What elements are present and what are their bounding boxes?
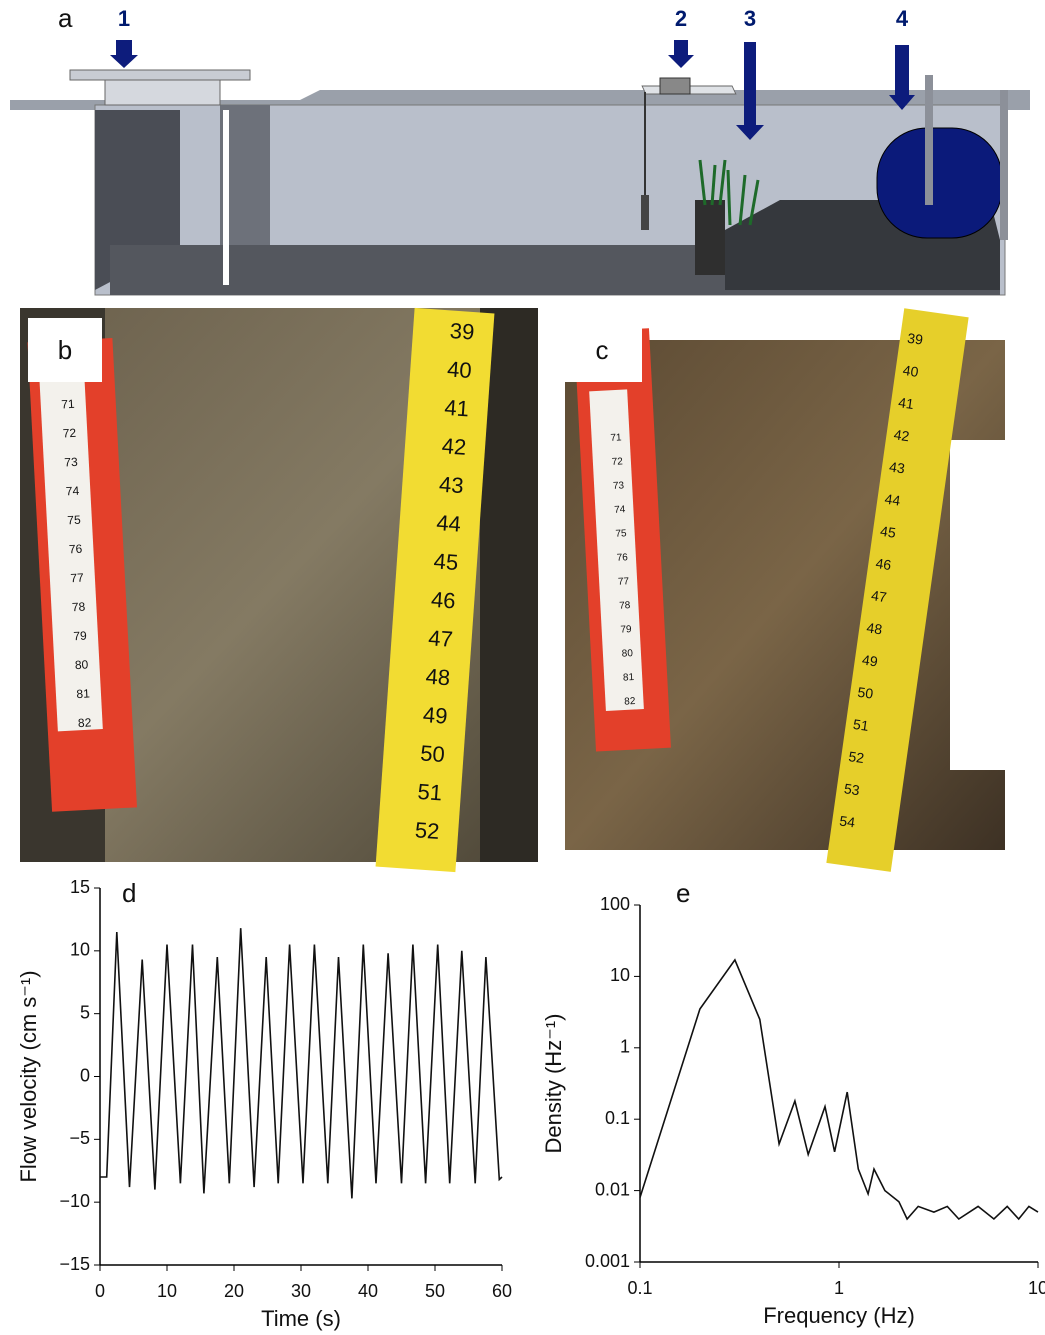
ruler-number: 39 — [906, 330, 924, 348]
ruler-number: 48 — [866, 619, 884, 637]
y-tick-label: 5 — [80, 1002, 90, 1022]
figure: a b c 1234717273747576777879808182394041… — [0, 0, 1045, 1335]
photo-c — [550, 308, 1020, 872]
ruler-number: 44 — [884, 491, 902, 509]
ruler-number: 47 — [428, 625, 454, 652]
ruler-number: 49 — [861, 652, 879, 670]
y-tick-label: 0.1 — [605, 1108, 630, 1128]
ruler-number: 74 — [65, 484, 79, 499]
arrow-label: 3 — [744, 6, 756, 31]
ruler-number: 45 — [433, 548, 459, 575]
ruler-number: 78 — [619, 600, 631, 612]
ruler-number: 47 — [870, 587, 888, 605]
ruler-number: 48 — [425, 664, 451, 691]
ruler-number: 81 — [76, 686, 90, 701]
ruler-number: 41 — [897, 394, 915, 412]
x-tick-label: 1 — [834, 1278, 844, 1298]
ruler-number: 71 — [610, 432, 622, 444]
x-axis-label: Frequency (Hz) — [763, 1303, 915, 1328]
y-tick-label: 15 — [70, 877, 90, 897]
ruler-number: 50 — [419, 740, 445, 767]
ruler-number: 39 — [449, 318, 475, 345]
arrow-label: 2 — [675, 6, 687, 31]
panel-label: e — [676, 878, 690, 908]
panel-label: c — [596, 335, 609, 365]
ruler-number: 52 — [414, 817, 440, 844]
ruler-number: 45 — [879, 523, 897, 541]
x-tick-label: 30 — [291, 1281, 311, 1301]
x-tick-label: 20 — [224, 1281, 244, 1301]
ruler-number: 52 — [848, 748, 866, 766]
ruler-number: 75 — [67, 513, 81, 528]
ruler-number: 81 — [623, 672, 635, 684]
y-tick-label: 100 — [600, 894, 630, 914]
x-tick-label: 40 — [358, 1281, 378, 1301]
ruler-number: 41 — [444, 395, 470, 422]
y-tick-label: 10 — [70, 940, 90, 960]
x-tick-label: 0.1 — [627, 1278, 652, 1298]
ruler-number: 40 — [902, 362, 920, 380]
y-tick-label: −5 — [69, 1128, 90, 1148]
panel-label: b — [58, 335, 72, 365]
ruler-number: 77 — [70, 571, 84, 586]
ruler-number: 82 — [624, 696, 636, 708]
ruler-number: 40 — [446, 356, 472, 383]
ruler-number: 44 — [436, 510, 462, 537]
ruler-number: 80 — [75, 657, 89, 672]
ruler-number: 43 — [438, 472, 464, 499]
ruler-number: 78 — [72, 600, 86, 615]
x-tick-label: 10 — [1028, 1278, 1045, 1298]
ruler-number: 46 — [875, 555, 893, 573]
ruler-number: 73 — [64, 455, 78, 470]
ruler-number: 79 — [73, 628, 87, 643]
ruler-number: 49 — [422, 702, 448, 729]
y-tick-label: 1 — [620, 1037, 630, 1057]
ruler-number: 51 — [852, 716, 870, 734]
x-tick-label: 10 — [157, 1281, 177, 1301]
y-tick-label: −15 — [59, 1254, 90, 1274]
x-axis-label: Time (s) — [261, 1306, 341, 1331]
ruler-number: 54 — [839, 812, 857, 830]
ruler-number: 53 — [843, 780, 861, 798]
ruler-number: 79 — [620, 624, 632, 636]
x-tick-label: 50 — [425, 1281, 445, 1301]
ruler-number: 42 — [441, 433, 467, 460]
ruler-number: 72 — [62, 426, 76, 441]
ruler-number: 80 — [621, 648, 633, 660]
ruler-number: 50 — [857, 684, 875, 702]
ruler-number: 42 — [893, 426, 911, 444]
y-tick-label: 0.01 — [595, 1179, 630, 1199]
x-tick-label: 0 — [95, 1281, 105, 1301]
y-axis-label: Density (Hz⁻¹) — [541, 1014, 566, 1154]
y-tick-label: 10 — [610, 965, 630, 985]
ruler-number: 71 — [61, 397, 75, 412]
panel-label: d — [122, 878, 136, 908]
panel-label: a — [58, 3, 73, 33]
photo-b — [20, 308, 538, 872]
ruler-number: 73 — [613, 480, 625, 492]
ruler-number: 82 — [78, 715, 92, 730]
data-line — [100, 928, 502, 1198]
ruler-number: 51 — [417, 779, 443, 806]
ruler-number: 43 — [888, 458, 906, 476]
arrow-label: 1 — [118, 6, 130, 31]
y-tick-label: −10 — [59, 1191, 90, 1211]
ruler-number: 76 — [616, 552, 628, 564]
ruler-number: 76 — [69, 542, 83, 557]
data-line — [640, 960, 1038, 1219]
ruler-number: 77 — [618, 576, 630, 588]
flume-diagram — [10, 40, 1030, 295]
x-tick-label: 60 — [492, 1281, 512, 1301]
y-tick-label: 0.001 — [585, 1251, 630, 1271]
ruler-number: 74 — [614, 504, 626, 516]
ruler-number: 75 — [615, 528, 627, 540]
y-axis-label: Flow velocity (cm s⁻¹) — [16, 970, 41, 1182]
ruler-number: 72 — [611, 456, 623, 468]
arrow-label: 4 — [896, 6, 909, 31]
y-tick-label: 0 — [80, 1065, 90, 1085]
ruler-number: 46 — [430, 587, 456, 614]
